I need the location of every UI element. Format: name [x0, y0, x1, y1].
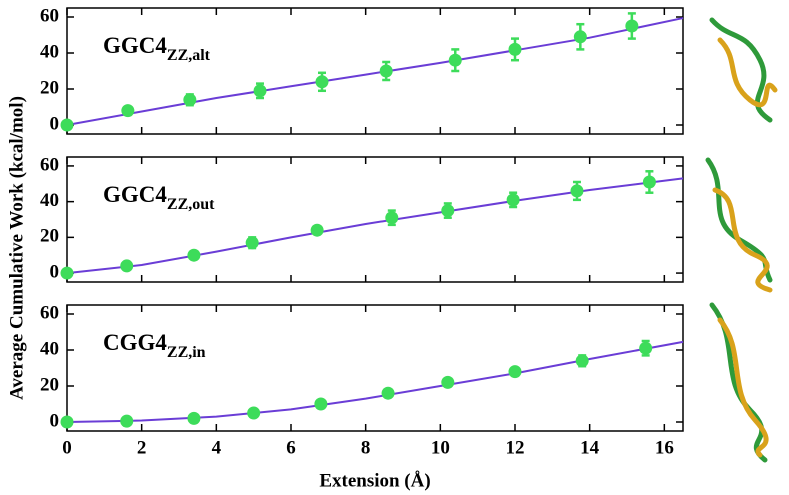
panel-label-sub: ZZ,out [167, 196, 215, 213]
data-point [448, 53, 462, 67]
data-point [120, 414, 134, 428]
data-point [60, 415, 74, 429]
data-point [570, 184, 584, 198]
x-tick-label: 6 [286, 437, 296, 458]
data-point [253, 84, 267, 98]
plot-frame [66, 7, 684, 135]
y-tick-label: 40 [40, 338, 59, 359]
data-point [573, 30, 587, 44]
data-point [508, 42, 522, 56]
data-point [315, 75, 329, 89]
data-point [575, 354, 589, 368]
fit-line [66, 17, 684, 126]
data-point [247, 406, 261, 420]
panel-label-main: CGG4 [103, 330, 167, 355]
data-point [120, 259, 134, 273]
data-point [441, 204, 455, 218]
y-tick-label: 0 [50, 261, 60, 282]
y-axis-label: Average Cumulative Work (kcal/mol) [6, 96, 27, 400]
y-tick-label: 60 [40, 5, 59, 26]
panel-label-main: GGC4 [103, 33, 167, 58]
y-tick-label: 0 [50, 410, 60, 431]
molecule-ribbon [717, 37, 778, 108]
data-point [187, 248, 201, 262]
y-tick-label: 40 [40, 190, 59, 211]
data-point [508, 365, 522, 379]
data-point [187, 411, 201, 425]
data-point [121, 104, 135, 118]
y-tick-label: 60 [40, 302, 59, 323]
y-tick-label: 20 [40, 374, 59, 395]
data-point [310, 223, 324, 237]
x-tick-label: 2 [137, 437, 147, 458]
data-point [60, 118, 74, 132]
x-tick-label: 8 [361, 437, 371, 458]
fit-line [66, 177, 684, 275]
molecule-ribbon [717, 317, 769, 458]
panel-label-sub: ZZ,alt [167, 47, 211, 64]
panel-label-sub: ZZ,in [167, 344, 206, 361]
y-tick-label: 20 [40, 226, 59, 247]
x-tick-label: 4 [212, 437, 222, 458]
x-axis-label: Extension (Å) [319, 470, 430, 491]
data-point [639, 341, 653, 355]
x-tick-label: 12 [506, 437, 525, 458]
molecule-ribbon [705, 157, 773, 283]
data-point [625, 19, 639, 33]
x-tick-label: 10 [431, 437, 450, 458]
panel-label-main: GGC4 [103, 182, 167, 207]
plot-frame [66, 304, 684, 432]
data-point [245, 236, 259, 250]
y-tick-label: 60 [40, 154, 59, 175]
panel-label: CGG4ZZ,in [103, 330, 206, 360]
data-point [642, 175, 656, 189]
data-point [314, 397, 328, 411]
y-tick-label: 0 [50, 113, 60, 134]
fit-line [66, 340, 684, 423]
x-tick-label: 16 [655, 437, 674, 458]
molecule-ribbon [712, 187, 773, 293]
panel-label: GGC4ZZ,out [103, 182, 215, 212]
data-point [60, 266, 74, 280]
x-tick-label: 14 [580, 437, 600, 458]
molecule-images [705, 17, 778, 463]
plot-frame [66, 156, 684, 283]
y-tick-label: 40 [40, 41, 59, 62]
data-point [379, 64, 393, 78]
y-tick-label: 20 [40, 77, 59, 98]
data-point [441, 375, 455, 389]
data-point [183, 93, 197, 107]
data-point [381, 386, 395, 400]
x-tick-label: 0 [62, 437, 72, 458]
data-point [385, 211, 399, 225]
data-point [506, 193, 520, 207]
panel-label: GGC4ZZ,alt [103, 33, 211, 63]
